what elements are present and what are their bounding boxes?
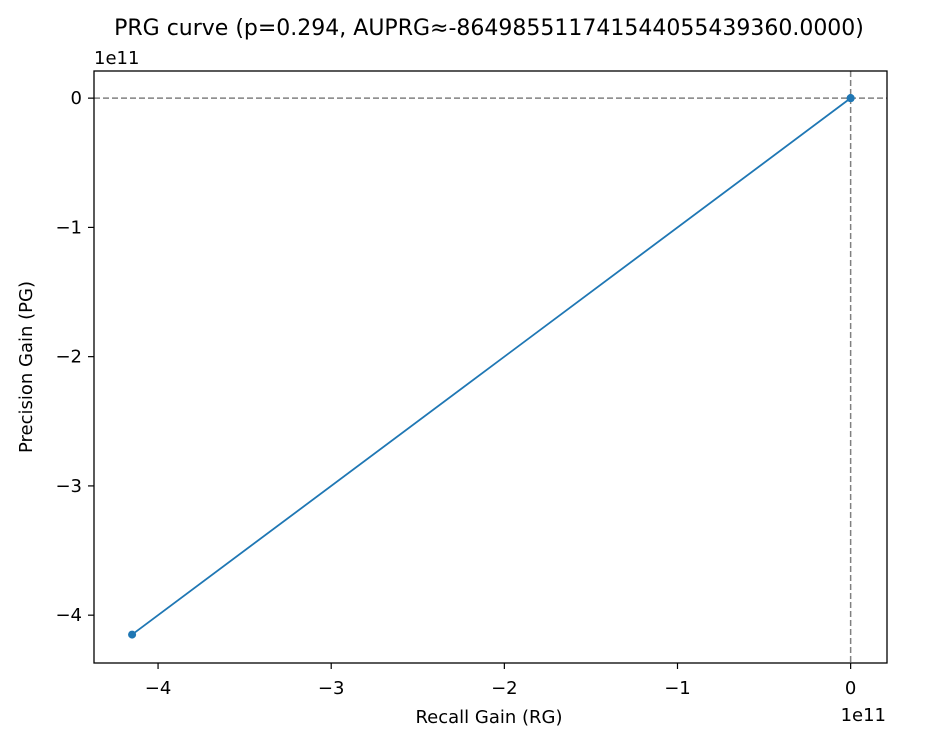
x-tick-label: −3 (318, 678, 345, 699)
x-tick-label: −1 (664, 678, 691, 699)
y-tick-label: −3 (55, 476, 82, 497)
y-axis-label: Precision Gain (PG) (16, 281, 37, 453)
data-point (128, 630, 137, 639)
y-tick-label: −1 (55, 217, 82, 238)
x-tick-label: 0 (845, 678, 856, 699)
plot-area: −4 −3 −2 −1 0 0 −1 −2 −3 −4 (55, 70, 888, 699)
x-offset-label: 1e11 (841, 705, 886, 726)
data-point (846, 94, 855, 103)
y-tick-label: −4 (55, 605, 82, 626)
series-line (131, 97, 852, 636)
y-tick-label: 0 (71, 88, 82, 109)
x-axis-label: Recall Gain (RG) (415, 707, 562, 728)
y-offset-label: 1e11 (94, 48, 139, 69)
plot-frame (93, 70, 888, 664)
chart-title: PRG curve (p=0.294, AUPRG≈-8649855117415… (114, 16, 864, 41)
x-tick-label: −2 (491, 678, 518, 699)
x-tick-label: −4 (145, 678, 172, 699)
y-tick-label: −2 (55, 347, 82, 368)
